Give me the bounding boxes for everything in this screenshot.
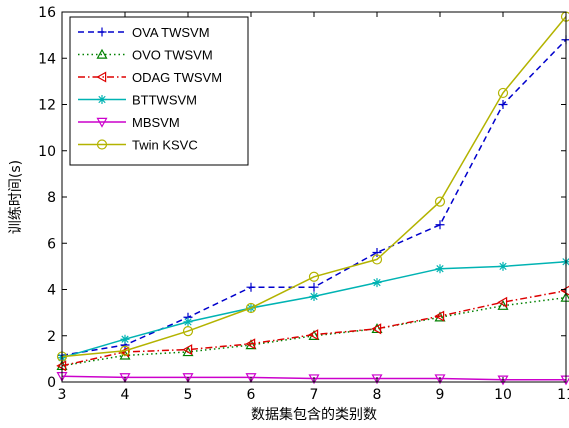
y-tick-label: 6 <box>47 236 56 252</box>
data-point <box>562 257 569 266</box>
x-tick-label: 8 <box>373 387 382 403</box>
legend-label: Twin KSVC <box>132 138 198 153</box>
data-point <box>247 283 256 292</box>
y-tick-label: 12 <box>38 98 56 114</box>
series-line <box>62 291 566 366</box>
y-tick-label: 0 <box>47 375 56 391</box>
x-tick-label: 9 <box>436 387 445 403</box>
data-point <box>499 262 508 271</box>
data-point <box>436 264 445 273</box>
y-tick-label: 10 <box>38 144 56 160</box>
y-axis-title: 训练时间(s) <box>8 160 24 234</box>
legend: OVA TWSVM OVO TWSVM ODAG TWSVM BTTWSVM MBSVM… <box>70 17 248 165</box>
data-point <box>184 317 193 326</box>
y-tick-label: 16 <box>38 5 56 21</box>
data-point <box>121 335 130 344</box>
legend-label: ODAG TWSVM <box>132 70 222 85</box>
data-point <box>310 292 319 301</box>
series-bttwsvm <box>58 257 569 362</box>
y-tick-label: 14 <box>38 51 56 67</box>
x-tick-label: 3 <box>58 387 67 403</box>
y-tick-label: 4 <box>47 283 56 299</box>
x-tick-label: 4 <box>121 387 130 403</box>
legend-label: OVA TWSVM <box>132 25 210 40</box>
legend-label: MBSVM <box>132 115 180 130</box>
x-tick-label: 6 <box>247 387 256 403</box>
data-point <box>310 283 319 292</box>
y-tick-label: 8 <box>47 190 56 206</box>
legend-label: OVO TWSVM <box>132 48 213 63</box>
legend-label: BTTWSVM <box>132 93 197 108</box>
x-tick-label: 7 <box>310 387 319 403</box>
legend-marker <box>98 95 107 104</box>
data-point <box>373 278 382 287</box>
data-point <box>562 35 569 44</box>
x-tick-label: 10 <box>494 387 512 403</box>
data-point <box>436 220 445 229</box>
y-tick-label: 2 <box>47 329 56 345</box>
series-odag-twsvm <box>58 286 569 370</box>
x-axis-title: 数据集包含的类别数 <box>251 406 377 423</box>
data-point <box>499 100 508 109</box>
x-tick-label: 5 <box>184 387 193 403</box>
x-tick-label: 11 <box>557 387 569 403</box>
